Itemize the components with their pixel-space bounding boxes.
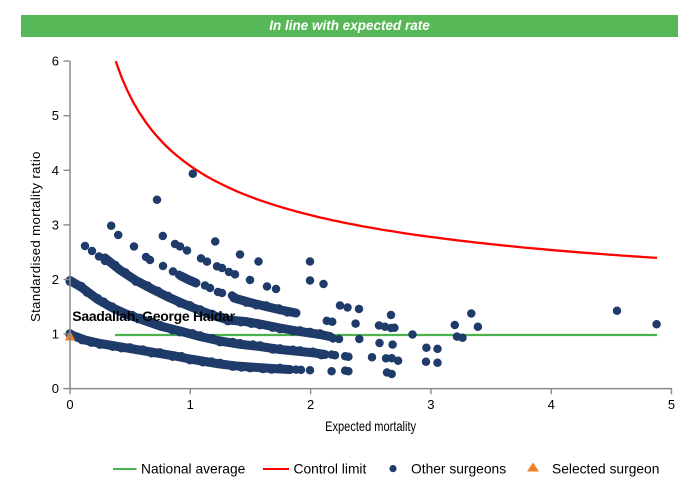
svg-text:0: 0 (66, 397, 73, 412)
svg-text:0: 0 (52, 381, 59, 396)
svg-text:2: 2 (307, 397, 314, 412)
svg-text:3: 3 (52, 217, 59, 232)
svg-text:1: 1 (187, 397, 194, 412)
svg-text:National average: National average (141, 462, 246, 477)
svg-text:4: 4 (548, 397, 555, 412)
svg-text:2: 2 (52, 272, 59, 287)
svg-text:5: 5 (52, 108, 59, 123)
svg-text:Expected mortality: Expected mortality (325, 419, 417, 434)
svg-text:6: 6 (52, 54, 59, 69)
svg-text:Saadallah, George Haidar: Saadallah, George Haidar (72, 308, 235, 324)
svg-text:Other surgeons: Other surgeons (411, 462, 506, 477)
svg-text:4: 4 (52, 163, 59, 178)
svg-text:1: 1 (52, 327, 59, 342)
svg-text:5: 5 (668, 397, 675, 412)
svg-text:Selected surgeon: Selected surgeon (552, 462, 659, 477)
svg-text:Standardised mortality ratio: Standardised mortality ratio (28, 151, 43, 322)
svg-text:3: 3 (427, 397, 434, 412)
svg-text:Control limit: Control limit (294, 462, 367, 477)
